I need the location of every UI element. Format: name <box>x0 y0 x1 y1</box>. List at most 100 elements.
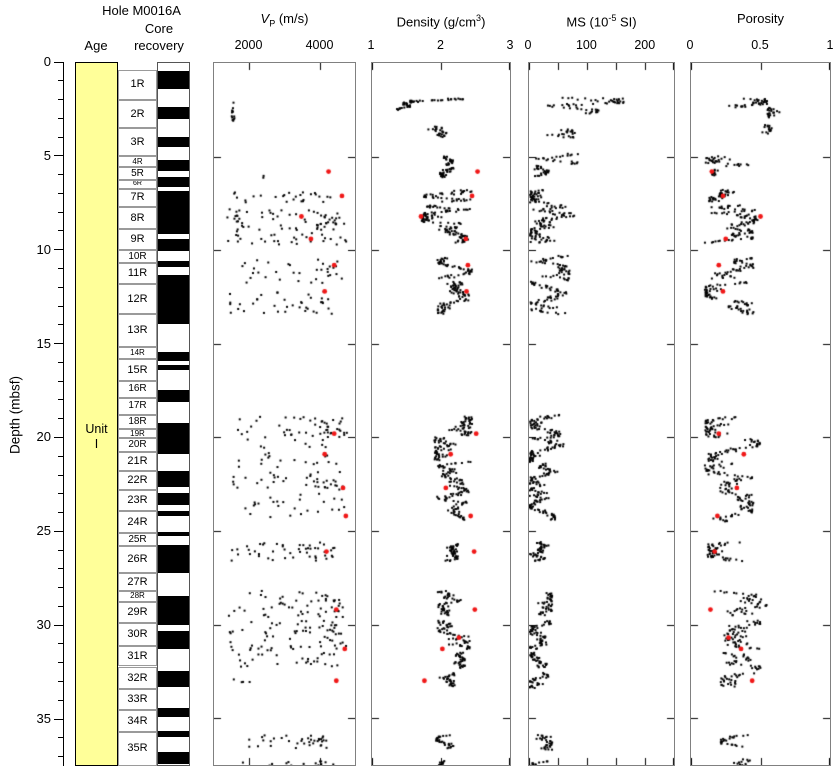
core-recovery-header-line1: Core <box>144 21 174 36</box>
core-box: 17R <box>118 398 157 415</box>
depth-tick <box>58 587 63 589</box>
core-box: 31R <box>118 645 157 667</box>
depth-tick <box>58 512 63 514</box>
core-box: 21R <box>118 452 157 472</box>
ms-panel-title: MS (10-5 SI) <box>566 13 637 30</box>
recovery-interval <box>158 510 189 517</box>
depth-tick-label: 0 <box>43 54 51 69</box>
core-box: 27R <box>118 572 157 592</box>
recovery-interval <box>158 471 189 488</box>
depth-tick-label: 5 <box>43 147 51 163</box>
density-panel <box>371 62 511 766</box>
depth-tick <box>58 399 63 401</box>
depth-tick <box>58 493 63 495</box>
depth-tick <box>58 230 63 232</box>
unit-label-line1: Unit <box>85 421 108 436</box>
age-header: Age <box>84 38 108 53</box>
ms-tick-label: 200 <box>634 38 656 52</box>
porosity-panel <box>690 62 831 766</box>
porosity-tick-label: 1 <box>826 38 834 52</box>
vp-plot-canvas <box>214 63 355 765</box>
lith-unit-label: Unit I <box>76 422 117 452</box>
ms-tick-label: 100 <box>575 38 597 52</box>
recovery-interval <box>158 176 189 187</box>
recovery-interval <box>158 423 189 455</box>
core-box: 19R <box>118 429 157 439</box>
ms-panel <box>528 62 675 766</box>
core-box: 20R <box>118 438 157 453</box>
ms-plot-canvas <box>529 63 674 765</box>
recovery-interval <box>158 107 189 120</box>
core-box: 14R <box>118 347 157 359</box>
depth-tick <box>58 418 63 420</box>
core-box: 12R <box>118 283 157 314</box>
core-box: 7R <box>118 188 157 207</box>
depth-tick-label: 15 <box>36 335 51 351</box>
depth-tick <box>54 436 63 438</box>
unit-label-line2: I <box>94 436 99 451</box>
density-plot-canvas <box>372 63 510 765</box>
core-box: 16R <box>118 381 157 399</box>
recovery-interval <box>158 389 189 402</box>
depth-tick-label: 10 <box>36 241 51 257</box>
depth-tick <box>58 737 63 739</box>
core-box: 29R <box>118 601 157 624</box>
depth-tick-label: 30 <box>36 617 51 633</box>
depth-tick <box>58 192 63 194</box>
core-recovery-header-line2: recovery <box>134 38 184 53</box>
depth-tick <box>54 343 63 345</box>
depth-tick <box>54 718 63 720</box>
core-box: 34R <box>118 709 157 733</box>
core-box: 30R <box>118 623 157 646</box>
core-box: 6R <box>118 180 157 189</box>
core-box: 10R <box>118 249 157 263</box>
depth-tick-label: 35 <box>36 711 51 727</box>
core-box: 25R <box>118 533 157 547</box>
depth-axis-line <box>63 62 64 766</box>
porosity-tick-label: 0 <box>686 38 694 52</box>
depth-tick <box>54 155 63 157</box>
depth-tick <box>58 211 63 213</box>
core-box: 2R <box>118 99 157 128</box>
recovery-interval <box>158 492 189 506</box>
depth-tick <box>58 117 63 119</box>
recovery-interval <box>158 159 189 171</box>
core-box: 1R <box>118 70 157 100</box>
recovery-interval <box>158 544 189 573</box>
depth-tick <box>58 549 63 551</box>
vp-tick-label: 2000 <box>234 38 263 52</box>
core-box: 32R <box>118 666 157 690</box>
recovery-interval <box>158 751 189 765</box>
ms-tick-label: 0 <box>524 38 532 52</box>
depth-tick <box>58 268 63 269</box>
depth-tick <box>58 305 63 307</box>
depth-tick <box>58 681 63 683</box>
recovery-interval <box>158 352 189 361</box>
recovery-interval <box>158 532 189 537</box>
depth-tick <box>58 756 63 758</box>
depth-tick <box>54 624 63 626</box>
density-panel-title: Density (g/cm3) <box>396 13 486 30</box>
depth-tick <box>58 174 63 176</box>
depth-tick <box>58 324 63 326</box>
porosity-tick-label: 0.5 <box>751 38 769 52</box>
core-box: 11R <box>118 262 157 284</box>
depth-tick <box>54 61 63 63</box>
porosity-panel-title: Porosity <box>737 11 784 26</box>
porosity-plot-canvas <box>691 63 830 765</box>
depth-tick <box>58 455 63 457</box>
depth-tick <box>58 361 63 363</box>
vp-panel-title: VP (m/s) <box>260 11 309 29</box>
core-box: 23R <box>118 490 157 511</box>
core-box: 9R <box>118 229 157 250</box>
depth-tick <box>58 643 63 645</box>
recovery-interval <box>158 190 189 234</box>
depth-tick <box>58 568 63 570</box>
recovery-interval <box>158 365 189 370</box>
depth-tick-label: 20 <box>36 429 51 445</box>
depth-tick <box>58 662 63 664</box>
vp-tick-label: 4000 <box>305 38 334 52</box>
density-tick-label: 1 <box>367 38 375 52</box>
recovery-interval <box>158 238 189 251</box>
